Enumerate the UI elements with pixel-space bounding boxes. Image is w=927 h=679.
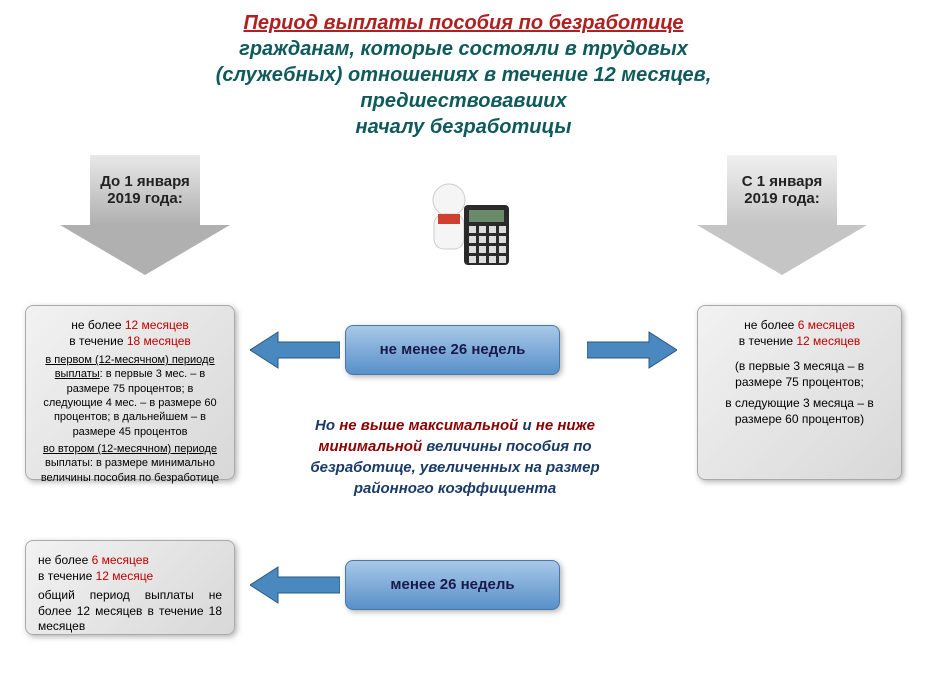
title-line-3: (служебных) отношениях в течение 12 меся… [20, 62, 907, 88]
condition-26-weeks-min: не менее 26 недель [345, 325, 560, 375]
detail: общий период выплаты не более 12 месяцев… [38, 588, 222, 635]
arrow-down-icon [60, 225, 230, 275]
detail-2: в следующие 3 месяца – в размере 60 проц… [710, 396, 889, 427]
header: Период выплаты пособия по безработице гр… [0, 0, 927, 145]
text: в течение [38, 569, 96, 583]
title-line-4: предшествовавших [20, 88, 907, 114]
period-before-label: До 1 января 2019 года: [90, 155, 200, 225]
period-2-text: выплаты: в размере минимально величины п… [41, 457, 219, 483]
highlight: 6 месяцев [92, 553, 149, 567]
highlight: 12 месяце [96, 569, 154, 583]
title-line-1: Период выплаты пособия по безработице [20, 10, 907, 36]
period-after-arrow: С 1 января 2019 года: [697, 155, 867, 285]
period-2-label: во втором (12-месячном) периоде [43, 443, 217, 455]
highlight: 12 месяцев [796, 334, 860, 348]
center-note: Но не выше максимальной и не ниже минима… [270, 415, 640, 499]
calculator-figure-icon [404, 170, 524, 280]
arrow-left-icon [250, 565, 340, 605]
title-line-5: началу безработицы [20, 114, 907, 140]
arrow-right-icon [587, 330, 677, 370]
highlight: 12 месяцев [125, 318, 189, 332]
highlight: 18 месяцев [127, 334, 191, 348]
condition-26-weeks-less: менее 26 недель [345, 560, 560, 610]
period-before-arrow: До 1 января 2019 года: [60, 155, 230, 285]
text: в течение [69, 334, 127, 348]
before-rules-box-2: не более 6 месяцев в течение 12 месяце о… [25, 540, 235, 635]
diagram-area: До 1 января 2019 года: С 1 января 2019 г… [0, 155, 927, 665]
after-rules-box: не более 6 месяцев в течение 12 месяцев … [697, 305, 902, 480]
text: не более [38, 553, 92, 567]
period-after-label: С 1 января 2019 года: [727, 155, 837, 225]
text: Но [315, 417, 339, 434]
highlight: не выше максимальной [339, 417, 518, 434]
text: не более [744, 318, 798, 332]
text: в течение [739, 334, 797, 348]
before-rules-box: не более 12 месяцев в течение 18 месяцев… [25, 305, 235, 480]
detail-1: (в первые 3 месяца – в размере 75 процен… [710, 359, 889, 390]
arrow-down-icon [697, 225, 867, 275]
highlight: 6 месяцев [798, 318, 855, 332]
text: и [518, 417, 536, 434]
title-line-2: гражданам, которые состояли в трудовых [20, 36, 907, 62]
text: не более [71, 318, 125, 332]
arrow-left-icon [250, 330, 340, 370]
